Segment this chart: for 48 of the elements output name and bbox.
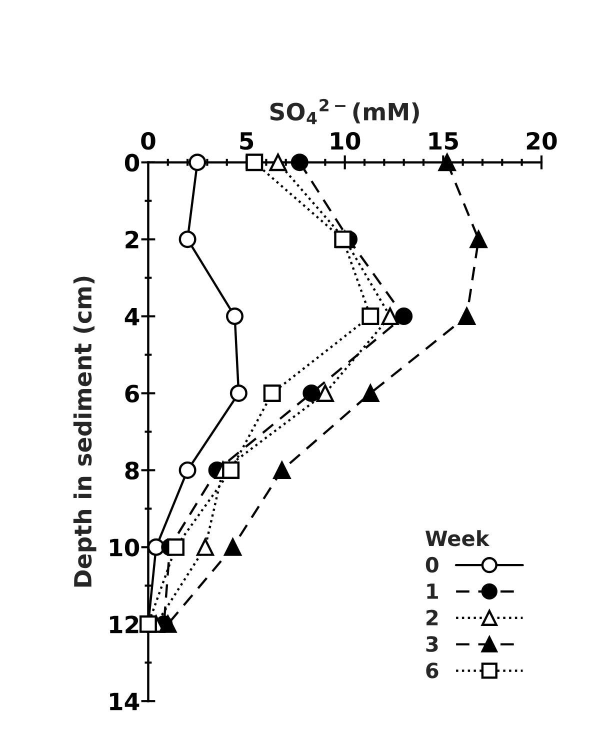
point — [334, 230, 352, 248]
point — [302, 384, 320, 402]
y-tick-label: 2 — [126, 230, 138, 248]
point — [226, 308, 244, 326]
point — [159, 615, 177, 633]
legend-label: 1 — [427, 584, 438, 599]
y-tick-label: 14 — [110, 692, 140, 710]
point — [147, 538, 165, 556]
point — [167, 538, 184, 556]
x-tick-label: 10 — [331, 132, 360, 150]
x-tick-label: 15 — [429, 132, 458, 150]
y-tick-label: 4 — [124, 308, 140, 326]
point — [178, 461, 196, 479]
point — [316, 384, 334, 402]
x-tick-label: 5 — [240, 132, 254, 150]
point — [438, 154, 456, 172]
legend-title: Week — [426, 530, 490, 546]
x-axis-title: SO$_{4}$$^{2−}$(mM) — [270, 98, 419, 124]
legend-label: 3 — [426, 636, 438, 652]
legend-label: 2 — [426, 610, 438, 626]
point — [246, 154, 264, 172]
point — [139, 615, 157, 633]
y-tick-label: 0 — [124, 154, 140, 172]
y-tick-label: 10 — [110, 538, 140, 556]
x-tick-label: 20 — [526, 132, 557, 150]
point — [290, 154, 308, 172]
point — [178, 230, 196, 248]
point — [381, 308, 399, 326]
point — [269, 154, 287, 172]
point — [362, 308, 380, 326]
y-axis-title: Depth in sediment (cm) — [73, 276, 96, 587]
point — [273, 461, 291, 479]
y-tick-label: 8 — [125, 462, 139, 480]
point — [362, 384, 380, 402]
point — [395, 308, 413, 326]
x-tick-label: 0 — [141, 132, 156, 150]
y-tick-label: 12 — [110, 616, 138, 634]
point — [196, 538, 214, 556]
point — [470, 230, 488, 248]
point — [458, 308, 476, 326]
point — [224, 538, 242, 556]
legend-label: 0 — [426, 556, 438, 573]
point — [263, 384, 281, 402]
point — [188, 154, 206, 172]
y-tick-label: 6 — [125, 384, 139, 403]
point — [222, 461, 240, 479]
point — [230, 384, 248, 402]
legend-label: 6 — [426, 662, 438, 678]
